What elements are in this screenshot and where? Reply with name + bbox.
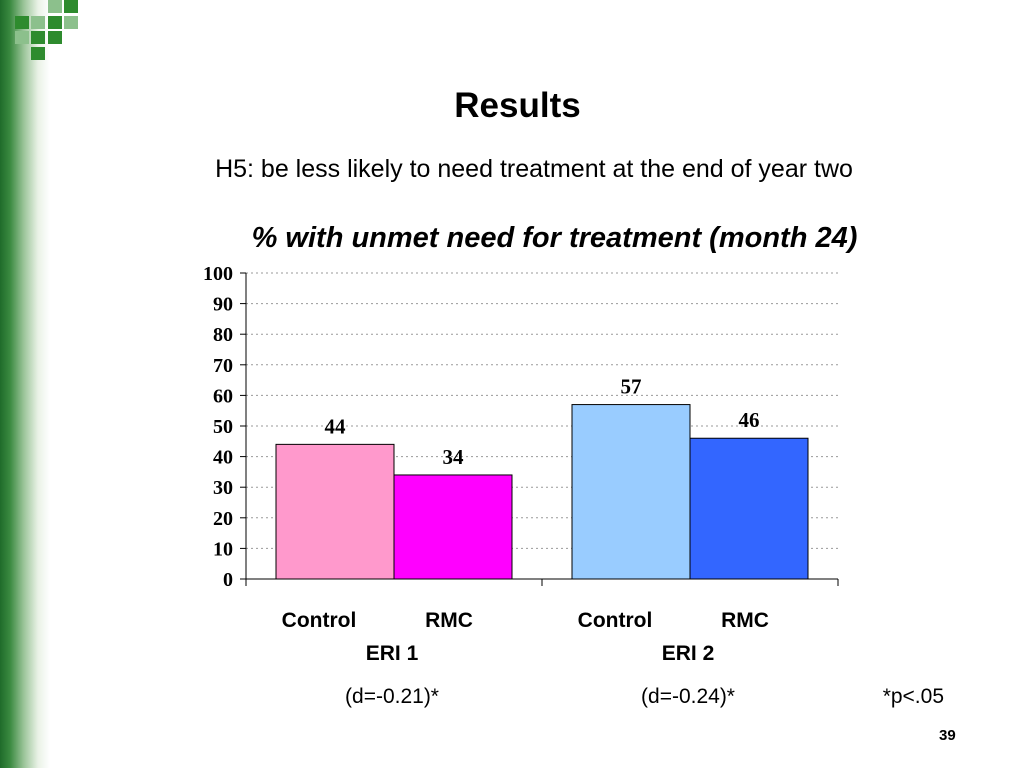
category-label: Control <box>282 609 357 632</box>
bar-value-label: 46 <box>739 408 760 432</box>
group-label: ERI 2 <box>662 642 715 665</box>
y-tick-label: 20 <box>213 508 233 530</box>
effect-size-label: (d=-0.21)* <box>345 685 439 708</box>
significance-footnote: *p<.05 <box>883 685 944 708</box>
bar-value-label: 34 <box>443 445 465 469</box>
y-tick-label: 30 <box>213 477 233 499</box>
category-label: RMC <box>425 609 473 632</box>
side-decoration-bar <box>0 0 50 768</box>
y-tick-label: 0 <box>223 569 233 591</box>
bar-value-label: 57 <box>621 375 642 399</box>
y-tick-label: 60 <box>213 385 233 407</box>
slide-number: 39 <box>939 727 956 744</box>
bar-value-label: 44 <box>325 414 347 438</box>
slide-title: Results <box>454 86 581 125</box>
y-tick-label: 40 <box>213 447 233 469</box>
y-tick-label: 10 <box>213 538 233 560</box>
y-tick-label: 70 <box>213 355 233 377</box>
y-tick-label: 100 <box>203 263 233 285</box>
bar <box>689 437 809 580</box>
chart-title: % with unmet need for treatment (month 2… <box>251 222 858 254</box>
logo-checkmark-icon <box>15 0 78 60</box>
bar <box>571 404 691 580</box>
category-label: Control <box>578 609 653 632</box>
y-tick-label: 90 <box>213 294 233 316</box>
group-label: ERI 1 <box>366 642 419 665</box>
effect-size-label: (d=-0.24)* <box>641 685 735 708</box>
slide-subtitle: H5: be less likely to need treatment at … <box>215 155 853 183</box>
y-tick-label: 50 <box>213 416 233 438</box>
y-tick-label: 80 <box>213 324 233 346</box>
category-label: RMC <box>721 609 769 632</box>
bar <box>275 443 395 580</box>
bar <box>393 474 513 580</box>
